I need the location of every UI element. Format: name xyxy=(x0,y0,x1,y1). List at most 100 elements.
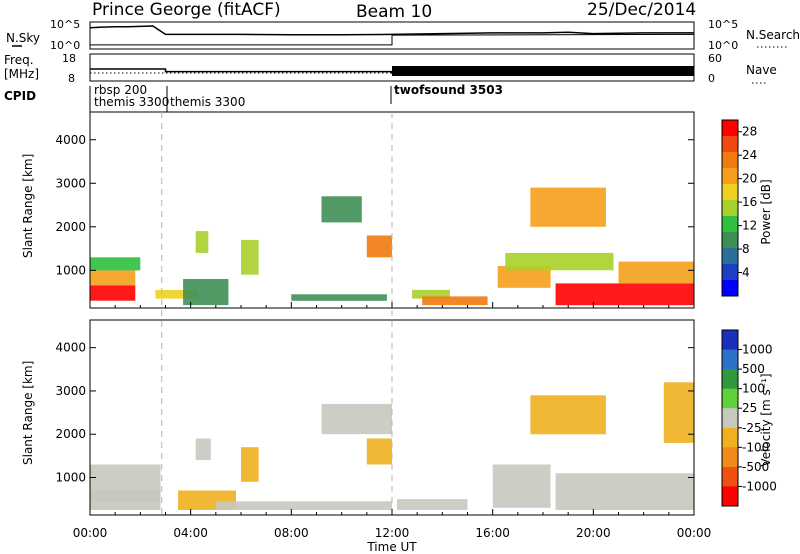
nsky-tick-lo: 10^0 xyxy=(50,39,80,52)
velocity-echo-region xyxy=(492,464,551,508)
velocity-echo-region xyxy=(663,382,694,443)
power-echo-region xyxy=(505,252,614,271)
power-colorbar-swatch xyxy=(722,168,738,185)
velocity-y-ticks: 1000 2000 3000 4000 xyxy=(55,341,694,485)
velocity-echo-region xyxy=(366,438,392,465)
nsky-strip: N.Sky 10^5 10^0 10^5 10^0 N.Search xyxy=(6,18,800,52)
power-colorbar-label: Power [dB] xyxy=(759,179,773,244)
x-axis-label: Time UT xyxy=(366,540,417,554)
velocity-colorbar-swatch xyxy=(722,447,738,468)
velocity-y-tick-label: 2000 xyxy=(55,427,86,441)
power-colorbar-swatch xyxy=(722,264,738,281)
cpid-row: CPID rbsp 200 themis 3300 themis 3300 tw… xyxy=(4,83,503,112)
cpid-label: CPID xyxy=(4,89,36,103)
power-colorbar-swatch xyxy=(722,248,738,265)
power-colorbar-swatch xyxy=(722,136,738,153)
power-colorbar-tick-label: 28 xyxy=(742,125,757,139)
station-title: Prince George (fitACF) xyxy=(92,0,281,20)
nave-dense-block xyxy=(392,66,694,76)
power-y-axis-label: Slant Range [km] xyxy=(21,154,35,258)
power-echo-region xyxy=(183,279,229,306)
power-echo-region xyxy=(90,257,141,271)
x-tick-label: 00:00 xyxy=(677,526,712,540)
power-y-tick-label: 4000 xyxy=(55,133,86,147)
velocity-echo-region xyxy=(195,438,211,461)
velocity-panel: 1000 2000 3000 4000 Slant Range [km] xyxy=(21,319,695,516)
power-echo-region xyxy=(321,196,362,223)
velocity-colorbar-swatch xyxy=(722,388,738,409)
power-echo-region xyxy=(412,289,450,299)
velocity-colorbar-swatch xyxy=(722,408,738,429)
x-tick-label: 12:00 xyxy=(375,526,410,540)
velocity-echo-region xyxy=(90,490,161,502)
power-echo-region xyxy=(195,231,209,253)
freq-tick-lo: 8 xyxy=(68,72,75,85)
nsearch-tick-hi: 10^5 xyxy=(708,18,738,31)
cpid-separators xyxy=(161,112,393,515)
nsearch-label: N.Search xyxy=(746,28,800,42)
freq-strip: Freq. [MHz] 18 8 60 0 Nave xyxy=(4,52,777,85)
power-echo-region xyxy=(530,187,606,227)
power-echo-region xyxy=(497,266,551,288)
power-colorbar-swatch xyxy=(722,280,738,297)
velocity-colorbar-tick-label: 25 xyxy=(742,401,757,415)
velocity-echo-region xyxy=(530,395,606,435)
power-colorbar-tick-label: 12 xyxy=(742,219,757,233)
velocity-colorbar-swatch xyxy=(722,427,738,448)
freq-label-line2: [MHz] xyxy=(4,67,39,81)
power-echo-region xyxy=(241,239,259,275)
power-colorbar-swatch xyxy=(722,184,738,201)
nave-label: Nave xyxy=(746,63,777,77)
velocity-colorbar-tick-label: -25 xyxy=(742,421,762,435)
velocity-y-tick-label: 4000 xyxy=(55,341,86,355)
velocity-echo-region xyxy=(215,501,392,510)
velocity-colorbar-swatch xyxy=(722,369,738,390)
x-tick-label: 08:00 xyxy=(274,526,309,540)
power-colorbar-swatch xyxy=(722,216,738,233)
x-tick-label: 20:00 xyxy=(576,526,611,540)
velocity-y-axis-label: Slant Range [km] xyxy=(21,361,35,465)
power-echo-region xyxy=(422,296,488,306)
velocity-echo-region xyxy=(555,473,694,510)
velocity-colorbar: 1000 500 100 25 -25 -100 -500 -1000 xyxy=(721,329,777,507)
power-panel: 1000 2000 3000 4000 Slant Range [km] xyxy=(21,111,695,309)
power-echo-region xyxy=(366,235,392,258)
velocity-data-layer xyxy=(90,382,694,510)
velocity-y-tick-label: 1000 xyxy=(55,471,86,485)
power-colorbar-tick-label: 24 xyxy=(742,148,757,162)
power-colorbar: 4 8 12 16 20 24 28 xyxy=(721,119,757,297)
cpid-entry-3: twofsound 3503 xyxy=(394,83,503,97)
velocity-echo-region xyxy=(241,447,259,482)
x-tick-label: 16:00 xyxy=(475,526,510,540)
freq-label-line1: Freq. xyxy=(4,53,34,67)
cpid-entry-1: themis 3300 xyxy=(94,95,169,109)
velocity-colorbar-tick-label: -100 xyxy=(742,440,769,454)
power-y-tick-label: 2000 xyxy=(55,220,86,234)
power-y-ticks: 1000 2000 3000 4000 xyxy=(55,133,694,277)
power-colorbar-tick-label: 4 xyxy=(742,266,750,280)
power-echo-region xyxy=(618,261,694,284)
nsky-tick-hi: 10^5 xyxy=(50,18,80,31)
velocity-echo-region xyxy=(90,464,161,510)
velocity-colorbar-tick-label: 1000 xyxy=(742,343,773,357)
beam-title: Beam 10 xyxy=(356,2,432,22)
power-echo-region xyxy=(155,289,199,299)
power-colorbar-swatch xyxy=(722,232,738,249)
power-data-layer xyxy=(90,187,694,306)
power-echo-region xyxy=(555,283,694,306)
velocity-y-tick-label: 3000 xyxy=(55,384,86,398)
power-y-tick-label: 1000 xyxy=(55,263,86,277)
velocity-colorbar-frame xyxy=(721,329,739,507)
velocity-colorbar-label: Velocity [m s⁻¹] xyxy=(759,373,773,466)
freq-tick-hi: 18 xyxy=(62,52,76,65)
cpid-entry-0: rbsp 200 xyxy=(94,83,147,97)
power-colorbar-swatch xyxy=(722,200,738,217)
nave-tick-hi: 60 xyxy=(708,52,722,65)
nsky-series-line xyxy=(89,25,694,36)
nsearch-tick-lo: 10^0 xyxy=(708,39,738,52)
velocity-colorbar-tick-label: 500 xyxy=(742,362,765,376)
x-axis-ticks: 00:00 04:00 08:00 12:00 16:00 20:00 00:00 xyxy=(73,302,712,540)
power-echo-region xyxy=(90,270,136,286)
power-colorbar-frame xyxy=(721,119,739,297)
